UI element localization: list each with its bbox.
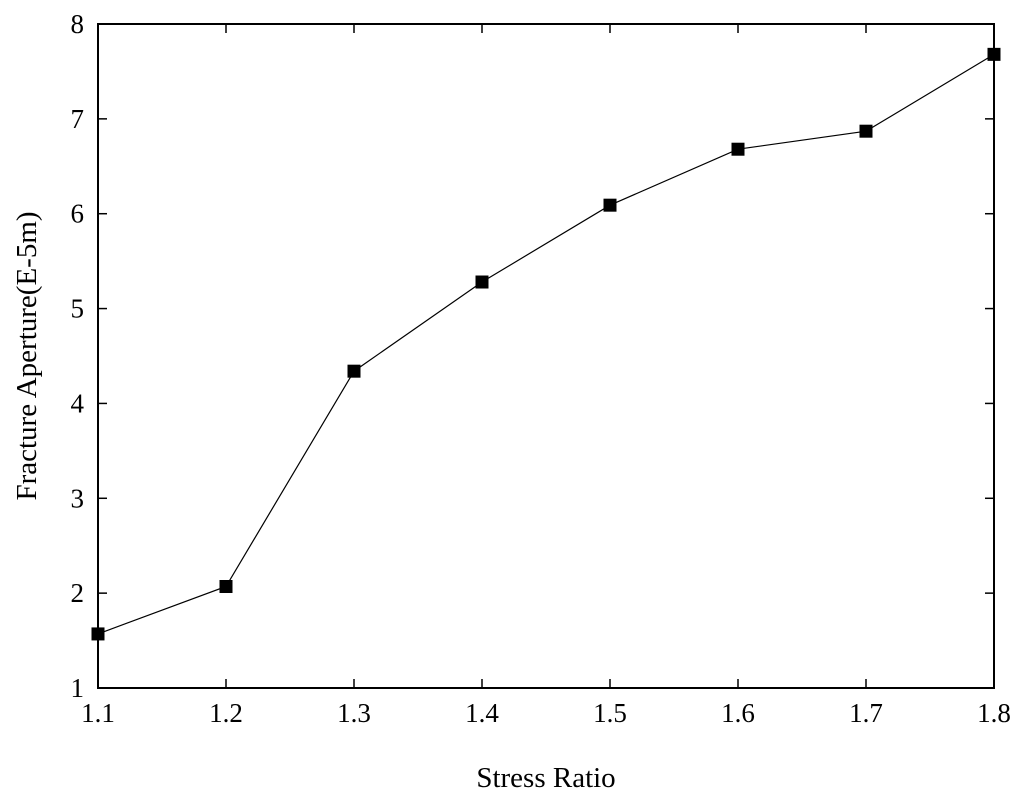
series-line <box>97 53 995 635</box>
data-point <box>987 47 1001 61</box>
y-axis-title: Fracture Aperture(E-5m) <box>11 211 43 500</box>
x-tick-label: 1.2 <box>209 698 243 728</box>
x-tick-label: 1.4 <box>465 698 499 728</box>
x-tick-label: 1.1 <box>81 698 115 728</box>
plot-frame <box>97 23 995 689</box>
data-point <box>475 275 489 289</box>
data-point <box>91 627 105 641</box>
x-tick-label: 1.7 <box>849 698 883 728</box>
x-tick-label: 1.5 <box>593 698 627 728</box>
y-tick-label: 5 <box>71 294 85 324</box>
y-tick-label: 2 <box>71 578 85 608</box>
y-tick-label: 3 <box>71 483 85 513</box>
data-point <box>859 124 873 138</box>
y-tick-label: 7 <box>71 104 85 134</box>
data-point <box>347 364 361 378</box>
y-tick-label: 4 <box>71 388 85 418</box>
x-ticks: 1.1 1.2 1.3 1.4 1.5 1.6 1.7 1.8 <box>81 24 1011 728</box>
y-ticks: 1 2 3 4 5 6 7 8 <box>71 9 994 703</box>
x-tick-label: 1.3 <box>337 698 371 728</box>
y-tick-label: 6 <box>71 199 85 229</box>
y-tick-label: 8 <box>71 9 85 39</box>
data-point <box>731 142 745 156</box>
data-point <box>219 580 233 594</box>
x-tick-label: 1.8 <box>977 698 1011 728</box>
x-tick-label: 1.6 <box>721 698 755 728</box>
data-point <box>603 198 617 212</box>
y-tick-label: 1 <box>71 673 85 703</box>
x-axis-title: Stress Ratio <box>476 762 615 794</box>
series-group <box>91 47 1001 641</box>
